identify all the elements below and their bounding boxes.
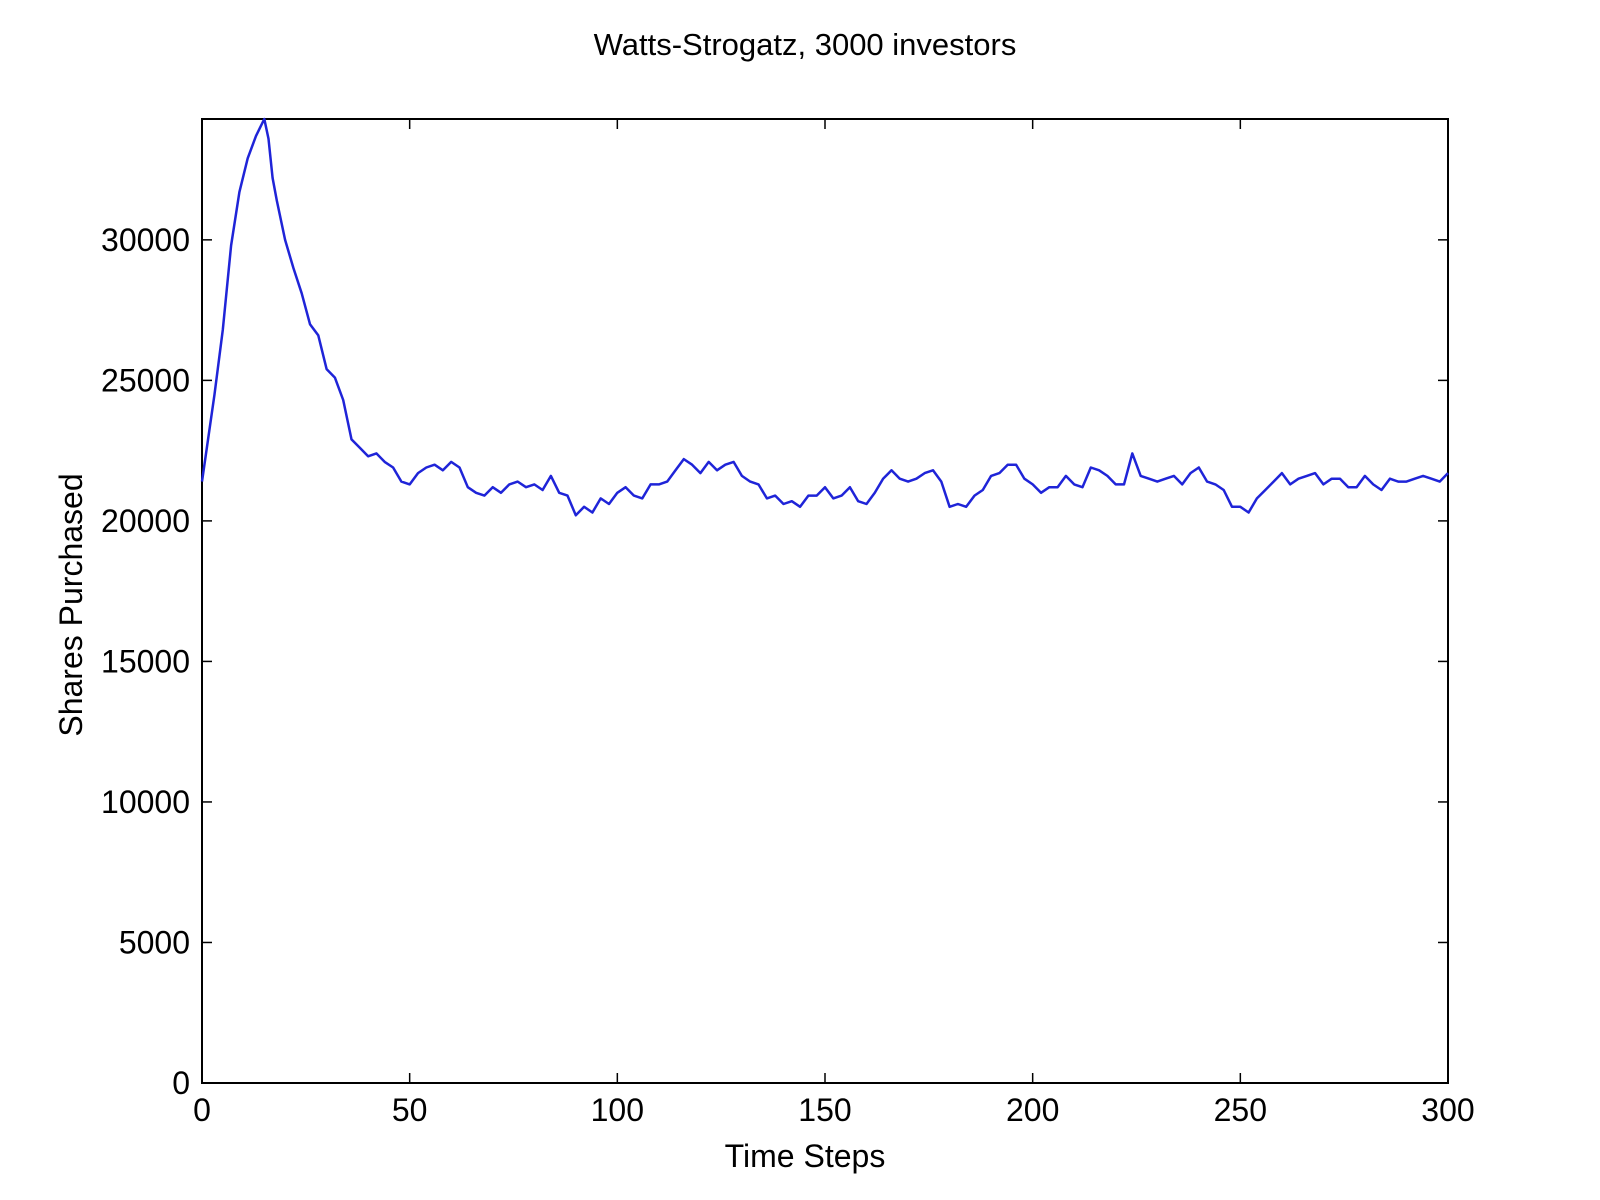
x-tick-label: 250 [1214, 1092, 1267, 1128]
y-tick-label: 20000 [101, 503, 190, 539]
y-tick-label: 0 [172, 1065, 190, 1101]
chart-title: Watts-Strogatz, 3000 investors [594, 27, 1017, 62]
y-tick-label: 10000 [101, 784, 190, 820]
series-line [200, 117, 1449, 517]
x-tick-label: 300 [1421, 1092, 1474, 1128]
x-axis-label: Time Steps [725, 1138, 886, 1174]
y-tick-label: 30000 [101, 222, 190, 258]
y-tick-label: 5000 [119, 924, 190, 960]
axes-frame [201, 118, 1449, 1084]
x-tick-label: 50 [392, 1092, 428, 1128]
x-tick-label: 100 [591, 1092, 644, 1128]
x-tick-label: 200 [1006, 1092, 1059, 1128]
y-tick-label: 15000 [101, 643, 190, 679]
x-tick-label: 150 [798, 1092, 851, 1128]
x-tick-label: 0 [193, 1092, 211, 1128]
y-tick-label: 25000 [101, 362, 190, 398]
y-axis-label: Shares Purchased [53, 473, 89, 736]
plot-area: 0 50 100 150 200 250 300 0 5000 10000 15000 20000 25… [101, 117, 1475, 1128]
